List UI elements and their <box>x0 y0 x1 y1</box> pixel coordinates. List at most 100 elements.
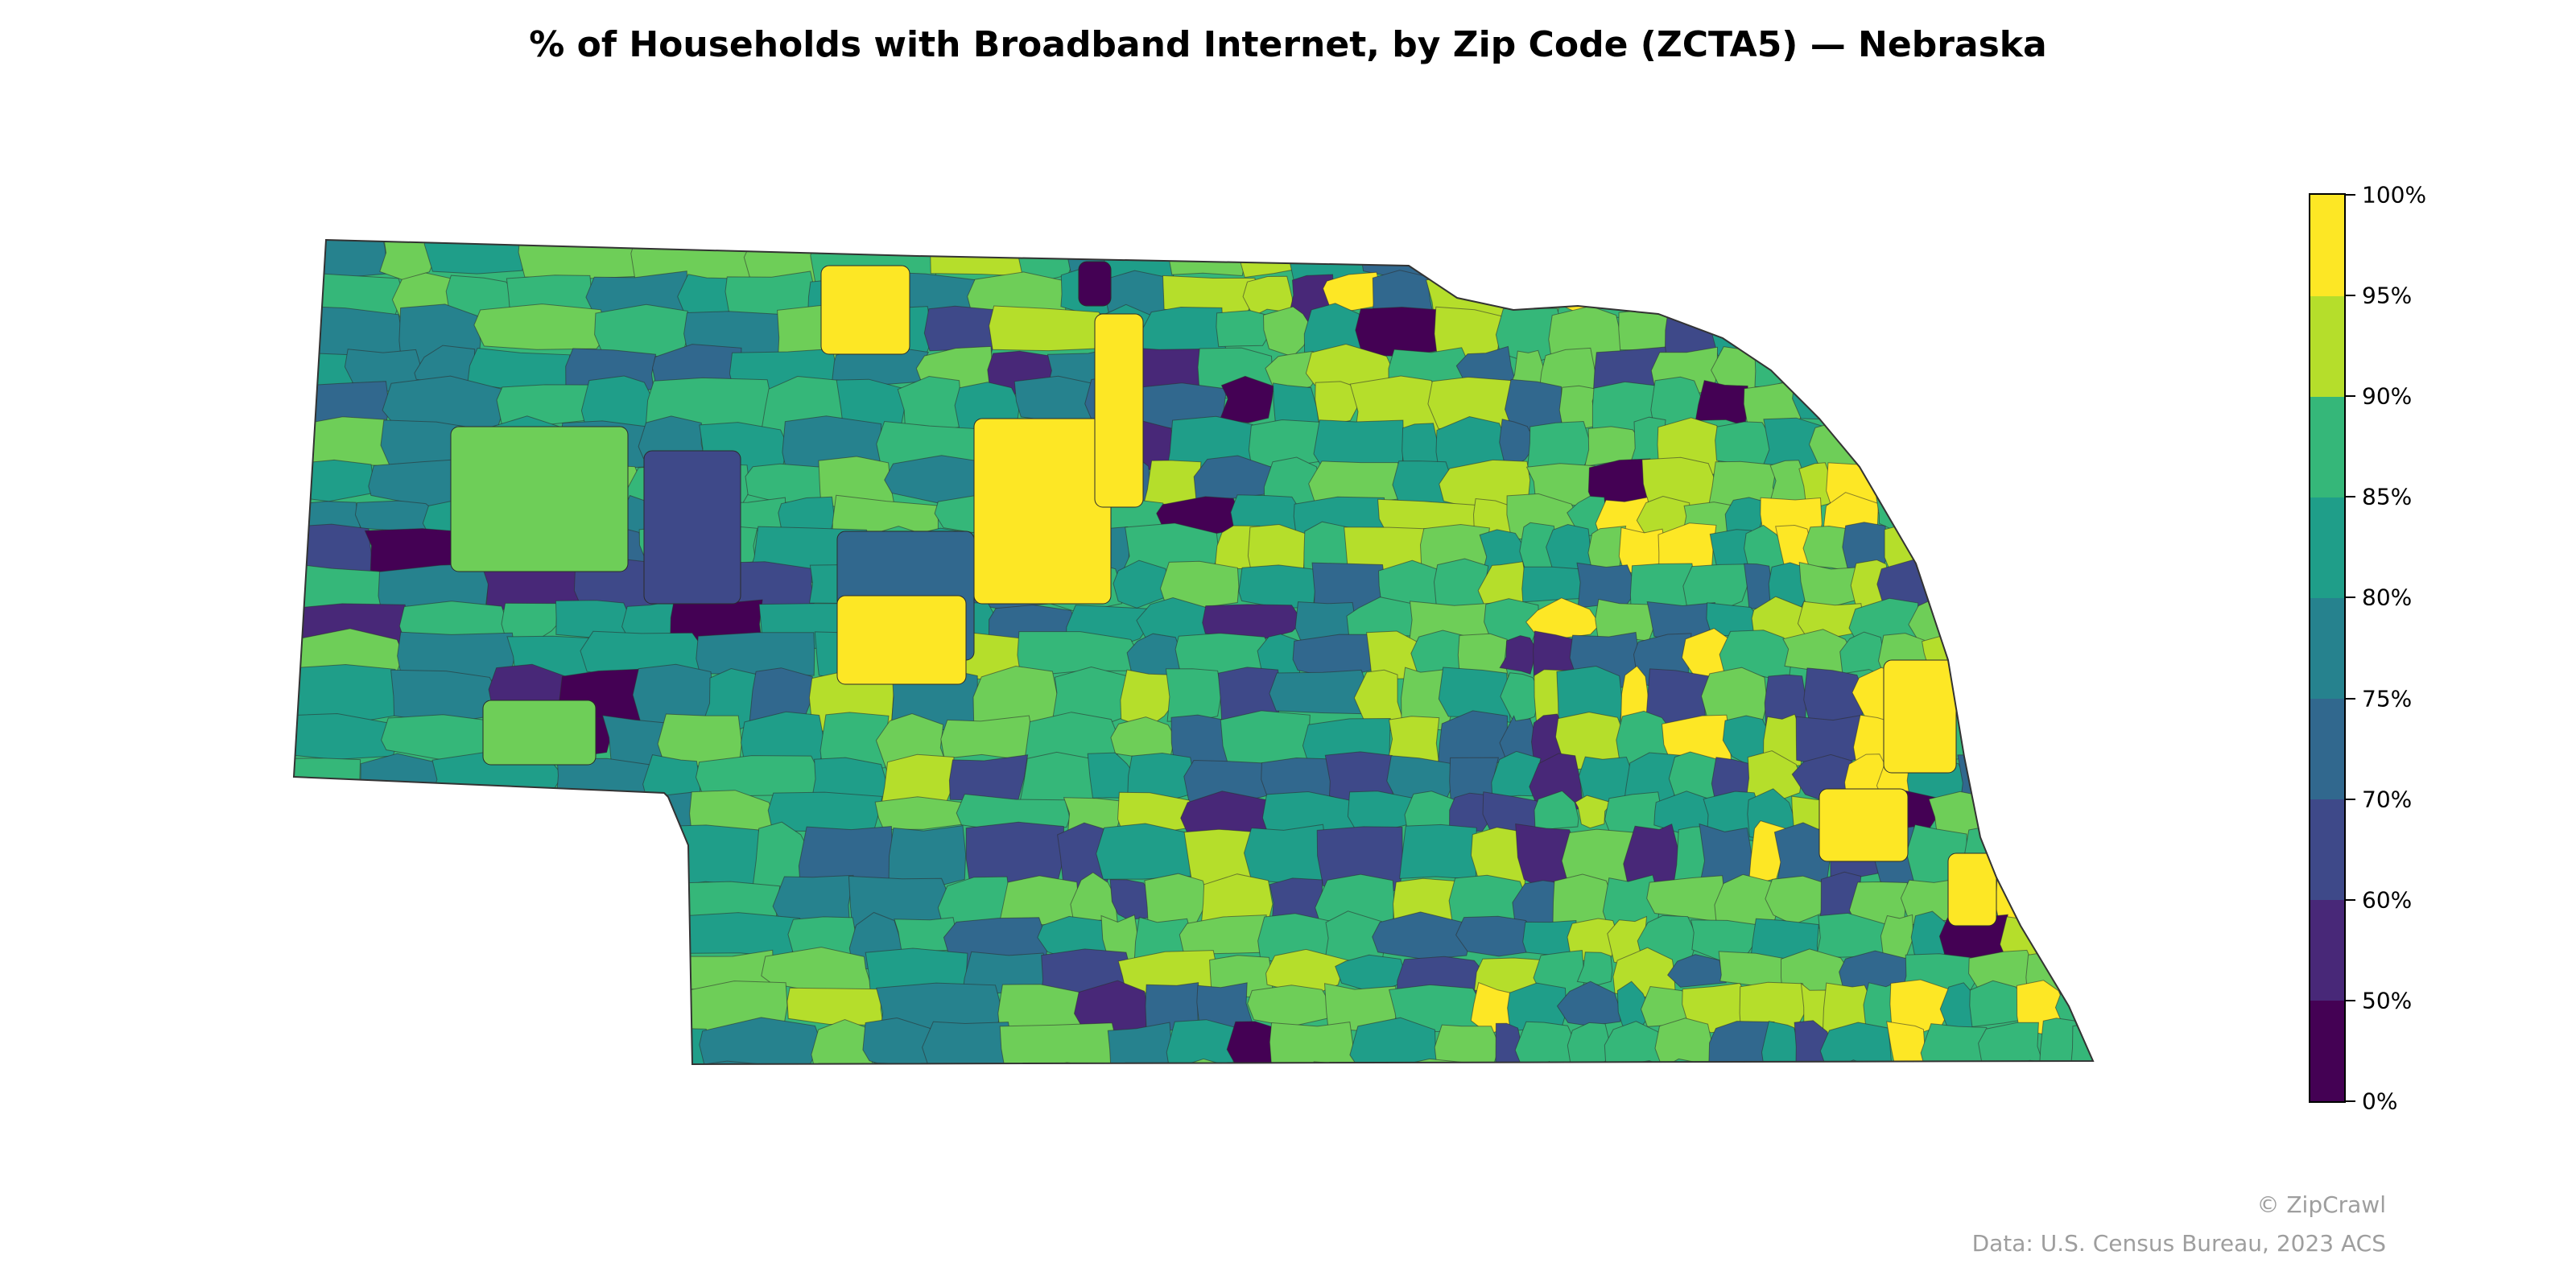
zcta-region <box>1094 313 1144 508</box>
zcta-region <box>940 715 1034 761</box>
zcta-region <box>1708 1021 1775 1064</box>
zcta-region <box>696 632 815 676</box>
colorbar-tick-label: 70% <box>2362 786 2413 813</box>
zcta-region <box>2071 305 2093 365</box>
zcta-region <box>1491 750 1542 799</box>
zcta-region <box>1971 669 2031 733</box>
zcta-region <box>1923 345 1990 390</box>
colorbar-tick <box>2346 898 2355 901</box>
zcta-region <box>973 418 1112 605</box>
zcta-region <box>1635 272 1685 316</box>
zcta-region <box>1697 1063 1773 1064</box>
colorbar-tick-label: 75% <box>2362 685 2413 712</box>
zcta-region <box>471 983 552 1043</box>
zcta-region <box>1919 379 1994 436</box>
zcta-region <box>1988 415 2045 469</box>
zcta-region <box>362 822 471 898</box>
zcta-region <box>1804 270 1863 317</box>
zcta-region <box>1903 424 1958 475</box>
zcta-region <box>443 797 557 835</box>
zcta-region <box>2025 599 2073 646</box>
zcta-region <box>1798 561 1860 609</box>
zcta-region <box>1985 306 2037 366</box>
zcta-region <box>2076 349 2093 394</box>
zcta-region <box>1576 952 1613 985</box>
zcta-region <box>1360 240 1442 279</box>
colorbar-tick <box>2346 295 2355 297</box>
colorbar-tick-label: 80% <box>2362 584 2413 611</box>
zcta-region <box>1482 240 1533 279</box>
zcta-region <box>2032 493 2080 531</box>
zcta-region <box>1166 240 1249 277</box>
zcta-region <box>2041 346 2087 395</box>
zcta-region <box>1170 1058 1245 1064</box>
zcta-region <box>1695 380 1748 427</box>
zcta-region <box>930 240 1029 277</box>
zcta-region <box>560 914 682 959</box>
zcta-region <box>922 1021 1013 1064</box>
source-credit: Data: U.S. Census Bureau, 2023 ACS <box>1971 1230 2386 1257</box>
zcta-region <box>467 347 572 390</box>
colorbar-tick-label: 90% <box>2362 382 2413 410</box>
zcta-region <box>445 1026 554 1064</box>
zcta-region <box>1220 375 1274 423</box>
zcta-region <box>1238 564 1318 609</box>
map-title: % of Households with Broadband Internet,… <box>529 24 2047 65</box>
zcta-region <box>1525 240 1576 291</box>
colorbar <box>2309 193 2346 1103</box>
zcta-region <box>501 602 558 642</box>
zcta-region <box>1216 310 1271 348</box>
zcta-region <box>782 1065 869 1113</box>
colorbar-tick <box>2346 1100 2355 1102</box>
zcta-region <box>1017 240 1079 282</box>
zcta-region <box>1790 240 1828 299</box>
zcta-region <box>1262 306 1313 357</box>
zcta-region <box>1998 526 2066 580</box>
zcta-region <box>1824 1059 1876 1064</box>
zcta-region <box>1963 460 2004 518</box>
zcta-region <box>294 982 360 1029</box>
zcta-region <box>510 914 571 965</box>
zcta-region <box>1984 597 2040 646</box>
zcta-region <box>2086 597 2093 647</box>
zcta-region <box>989 305 1106 352</box>
zcta-region <box>1570 240 1644 295</box>
colorbar-segment <box>2310 698 2344 800</box>
zcta-region <box>2092 637 2093 683</box>
zcta-region <box>1499 635 1538 675</box>
zcta-region <box>392 914 523 962</box>
zcta-region <box>1347 791 1417 831</box>
zcta-region <box>2016 561 2070 612</box>
zcta-region <box>2087 274 2093 323</box>
zcta-region <box>811 1018 873 1064</box>
zcta-region <box>1526 1060 1564 1064</box>
zcta-region <box>1848 381 1899 433</box>
zcta-region <box>342 874 444 926</box>
zcta-region <box>1745 750 1802 803</box>
zcta-region <box>2045 1061 2093 1064</box>
colorbar-tick-label: 100% <box>2362 181 2427 208</box>
zcta-region <box>2024 456 2073 514</box>
zcta-region <box>1202 604 1304 642</box>
colorbar-tick-label: 95% <box>2362 282 2413 309</box>
zcta-region <box>1113 559 1172 609</box>
zcta-region <box>1525 597 1601 639</box>
zcta-region <box>294 240 389 279</box>
zcta-region <box>552 796 644 829</box>
zcta-region <box>2033 275 2093 325</box>
zcta-region <box>1889 379 1934 428</box>
zcta-region <box>1989 379 2057 433</box>
colorbar-tick-label: 85% <box>2362 483 2413 510</box>
zcta-region <box>1790 304 1822 364</box>
zcta-region <box>553 825 674 884</box>
zcta-region <box>1897 1062 1966 1064</box>
zcta-region <box>1847 240 1910 279</box>
zcta-regions <box>294 240 2146 1113</box>
zcta-region <box>1575 795 1613 829</box>
zcta-region <box>661 1060 795 1064</box>
zcta-region <box>420 982 481 1035</box>
zcta-region <box>2099 564 2146 611</box>
zcta-region <box>1982 711 2055 761</box>
zcta-region <box>2008 273 2043 318</box>
zcta-region <box>519 951 605 1004</box>
